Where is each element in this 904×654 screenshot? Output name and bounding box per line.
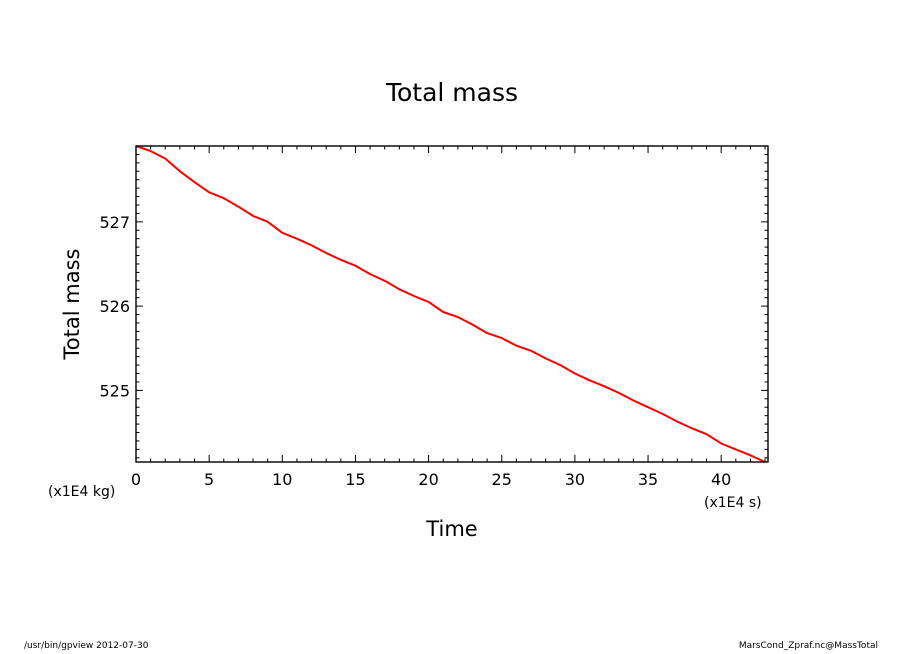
x-tick-label: 25 bbox=[492, 470, 512, 489]
x-axis-label: Time bbox=[425, 517, 477, 541]
x-ticks bbox=[135, 146, 766, 462]
y-tick-labels: 525 526 527 bbox=[99, 213, 130, 401]
x-tick-label: 5 bbox=[204, 470, 214, 489]
x-tick-label: 40 bbox=[711, 470, 731, 489]
y-axis-label: Total mass bbox=[60, 249, 84, 361]
y-ticks bbox=[136, 145, 768, 459]
series-line bbox=[135, 145, 766, 463]
x-tick-labels: 0 5 10 15 20 25 30 35 40 bbox=[131, 470, 731, 489]
x-tick-label: 20 bbox=[418, 470, 438, 489]
y-tick-label: 527 bbox=[99, 213, 130, 232]
x-tick-label: 30 bbox=[565, 470, 585, 489]
x-tick-label: 15 bbox=[345, 470, 365, 489]
plot-frame bbox=[135, 145, 769, 463]
x-tick-label: 0 bbox=[131, 470, 141, 489]
x-tick-label: 10 bbox=[272, 470, 292, 489]
footer-right-text: MarsCond_Zpraf.nc@MassTotal bbox=[738, 641, 878, 651]
x-scale-note: (x1E4 s) bbox=[704, 495, 762, 511]
y-tick-label: 526 bbox=[99, 297, 130, 316]
x-tick-label: 35 bbox=[638, 470, 658, 489]
y-tick-label: 525 bbox=[99, 381, 130, 400]
footer-left-text: /usr/bin/gpview 2012-07-30 bbox=[24, 641, 149, 651]
y-scale-note: (x1E4 kg) bbox=[48, 484, 115, 500]
chart-title: Total mass bbox=[385, 78, 518, 107]
